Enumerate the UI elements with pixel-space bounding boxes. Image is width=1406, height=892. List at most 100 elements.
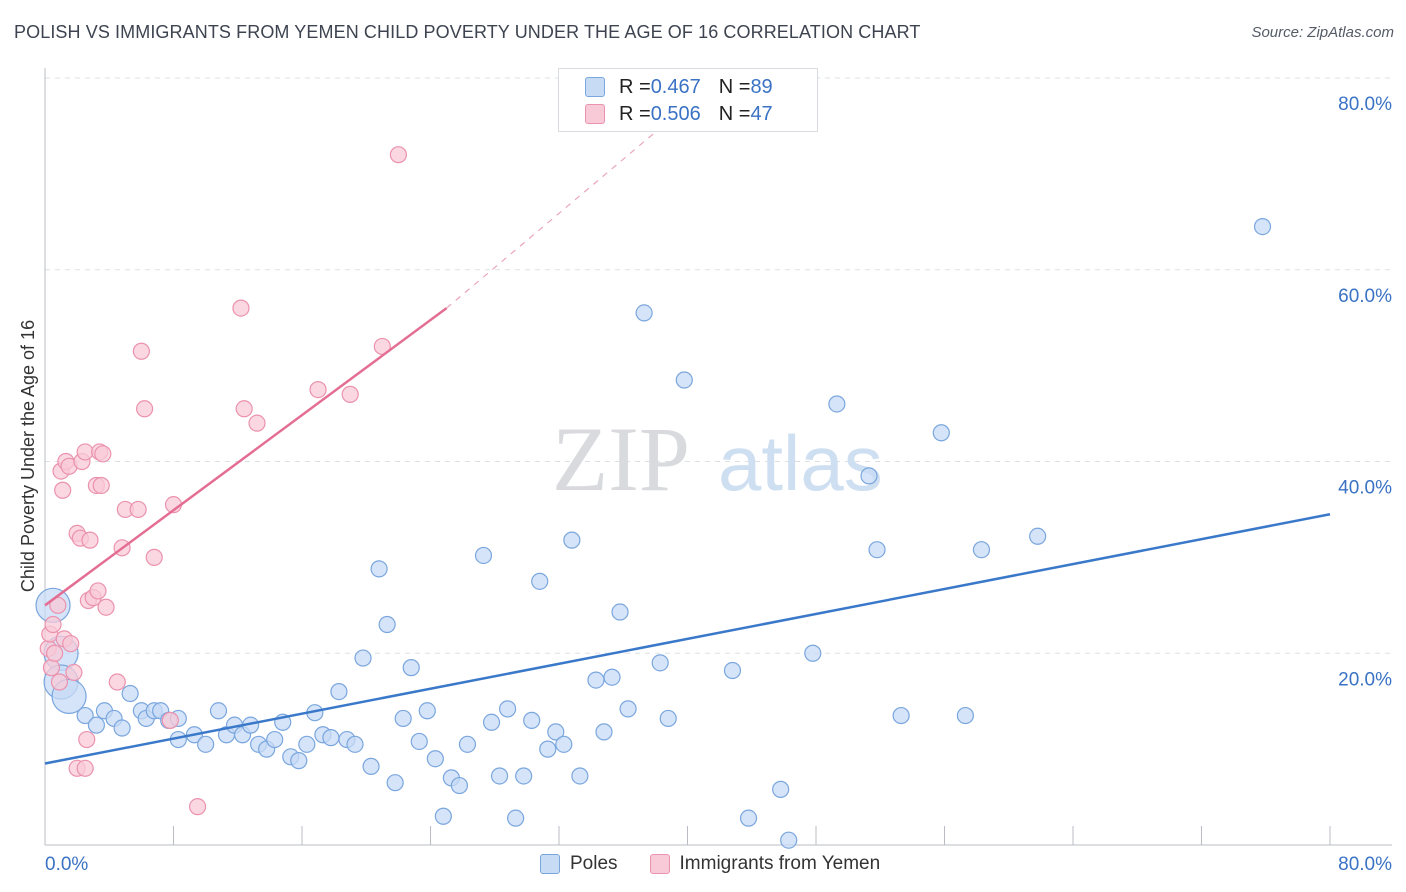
n-label: N = [718, 102, 751, 125]
pole-point [76, 706, 94, 725]
x-tick-label: 80.0% [1338, 854, 1392, 875]
pole-point [482, 713, 501, 731]
yemen-point [235, 400, 253, 418]
yemen-point [62, 635, 80, 653]
yemen-point [76, 443, 94, 461]
pole-point [547, 723, 565, 741]
pole-point [739, 809, 758, 827]
legend-label-yemen: Immigrants from Yemen [679, 853, 881, 874]
pole-point [828, 395, 846, 413]
series-legend: Poles Immigrants from Yemen [540, 851, 912, 877]
pole-point [121, 684, 139, 703]
pole-point [523, 711, 541, 729]
n-value: 89 [750, 75, 773, 98]
pole-point [330, 682, 348, 701]
yemen-point [389, 146, 407, 164]
pole-point [587, 671, 605, 689]
pole-point [378, 615, 396, 634]
yemen-point [65, 663, 83, 682]
pole-point [651, 654, 669, 672]
y-tick-label: 80.0% [1338, 94, 1392, 115]
data-points [35, 146, 1272, 849]
pole-point [659, 709, 677, 728]
legend-item-yemen[interactable]: Immigrants from Yemen [649, 853, 881, 875]
pole-point [322, 729, 340, 747]
pole-point [563, 531, 581, 549]
pole-point [490, 767, 509, 785]
y-axis-label: Child Poverty Under the Age of 16 [18, 320, 38, 592]
pole-point [290, 752, 308, 770]
watermark-zip: ZIP [552, 408, 690, 510]
chart-title: POLISH VS IMMIGRANTS FROM YEMEN CHILD PO… [14, 22, 921, 42]
yemen-trend-line [44, 307, 448, 607]
pole-point [197, 735, 215, 753]
pole-point [868, 541, 886, 559]
pole-point [507, 809, 525, 827]
yemen-point [89, 582, 107, 600]
yemen-swatch [649, 854, 670, 874]
pole-point [298, 735, 316, 753]
yemen-point [97, 598, 115, 616]
pole-point [619, 700, 637, 718]
stats-row-yemen: R = 0.506 N = 47 [585, 101, 773, 127]
yemen-point [135, 400, 154, 418]
yemen-point [54, 481, 72, 499]
pole-point [595, 723, 613, 741]
pole-point [458, 735, 477, 753]
yemen-point [232, 299, 250, 317]
pole-point [386, 774, 404, 792]
yemen-point [188, 798, 207, 816]
yemen-swatch [585, 104, 605, 124]
pole-point [892, 706, 910, 725]
grid-lines [45, 77, 1392, 654]
pole-point [539, 740, 557, 758]
yemen-point [50, 673, 69, 691]
yemen-point [81, 531, 99, 549]
pole-point [394, 709, 412, 728]
pole-point [209, 702, 228, 720]
r-value: 0.467 [650, 75, 701, 98]
yemen-point [92, 476, 110, 495]
yemen-point [44, 615, 62, 634]
poles-swatch [585, 77, 605, 97]
pole-point [402, 659, 420, 677]
pole-point [531, 572, 549, 590]
legend-item-poles[interactable]: Poles [540, 853, 618, 875]
poles-swatch [540, 854, 560, 874]
y-tick-label: 60.0% [1338, 286, 1392, 307]
pole-point [418, 702, 436, 720]
pole-point [780, 831, 798, 849]
yemen-point [46, 644, 64, 662]
tick-labels: 20.0% 40.0% 60.0% 80.0% 0.0% 80.0% [45, 94, 1392, 875]
yemen-point [129, 500, 147, 519]
stats-row-poles: R = 0.467 N = 89 [585, 74, 773, 100]
pole-point [956, 706, 974, 725]
yemen-point [94, 445, 112, 463]
pole-point [611, 603, 629, 621]
axes [44, 68, 1392, 846]
stats-legend: R = 0.467 N = 89 R = 0.506 N = 47 [558, 68, 818, 132]
pole-point [972, 541, 991, 559]
pole-point [675, 371, 693, 389]
yemen-point [248, 414, 266, 432]
pole-point [635, 304, 653, 322]
n-label: N = [718, 75, 751, 98]
pole-point [113, 719, 131, 737]
pole-point [1253, 218, 1272, 236]
pole-point [1029, 527, 1047, 545]
yemen-point [76, 759, 94, 777]
y-tick-label: 20.0% [1338, 669, 1392, 690]
pole-point [603, 668, 621, 686]
yemen-point [341, 385, 359, 403]
pole-point [450, 776, 469, 795]
yemen-point [108, 673, 126, 691]
pole-point [362, 757, 380, 775]
source-label: Source: ZipAtlas.com [1251, 24, 1394, 41]
pole-point [87, 716, 106, 734]
pole-point [434, 807, 452, 825]
pole-point [266, 730, 284, 749]
yemen-point [161, 711, 179, 729]
pole-point [346, 735, 364, 753]
poles-trend-line [44, 513, 1331, 765]
